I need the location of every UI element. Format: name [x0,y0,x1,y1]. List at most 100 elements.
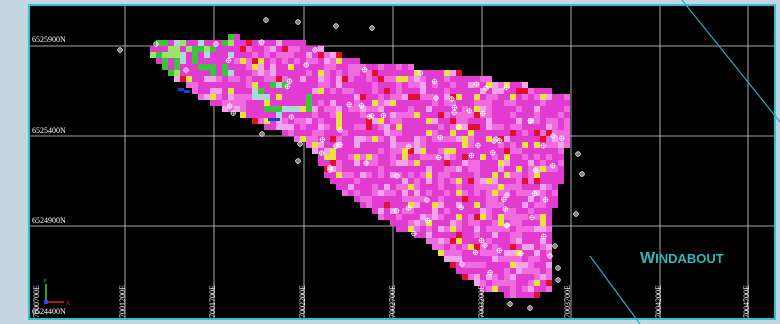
grade-block-1241 [546,202,552,208]
grade-block-1291 [486,214,492,220]
grade-block-1158 [450,190,456,196]
grade-block-1038 [408,172,414,178]
grade-block-349 [348,88,354,94]
grade-block-648 [432,118,438,124]
grade-block-529 [366,106,372,112]
grade-block-640 [384,118,390,124]
grade-block-1258 [462,208,468,214]
grade-block-1117 [420,184,426,190]
grade-block-1197 [480,196,486,202]
grade-block-1414 [522,244,528,250]
grade-block-125 [180,64,186,70]
grade-block-682 [330,124,336,130]
grade-block-537 [414,106,420,112]
grade-block-1463 [492,262,498,268]
grade-block-482 [432,100,438,106]
grade-block-333 [252,88,258,94]
grade-block-395 [270,94,276,100]
grade-block-414 [384,94,390,100]
grade-block-1024 [324,172,330,178]
grade-block-1077 [408,178,414,184]
grade-block-1235 [510,202,516,208]
drill-hole-86 [466,107,473,114]
grade-block-1054 [504,172,510,178]
grade-block-566 [258,112,264,118]
grade-block-933 [504,154,510,160]
grade-block-1094 [510,178,516,184]
grade-block-916 [402,154,408,160]
grade-block-890 [492,148,498,154]
grade-block-1452 [528,256,534,262]
grade-block-475 [390,100,396,106]
grade-block-222 [228,76,234,82]
grade-block-429 [474,94,480,100]
grade-block-174 [228,70,234,76]
grade-block-223 [234,76,240,82]
grade-block-386 [216,94,222,100]
grade-block-1051 [486,172,492,178]
grade-block-667 [546,118,552,124]
grade-block-935 [516,154,522,160]
grade-block-745 [420,130,426,136]
grade-block-16 [240,40,246,46]
grade-block-1494 [492,274,498,280]
grade-block-1033 [378,172,384,178]
grade-block-44 [252,46,258,52]
grade-block-1009 [474,166,480,172]
grade-block-328 [222,88,228,94]
easting-label-7004700: 7004700E [742,285,751,318]
grade-block-312 [462,82,468,88]
grade-block-969 [474,160,480,166]
grade-block-1224 [444,202,450,208]
map-viewport[interactable]: 6525900N 6525400N 6524900N 6524400N 7000… [28,4,776,320]
grade-block-812 [546,136,552,142]
grade-block-1255 [444,208,450,214]
grade-block-526 [348,106,354,112]
grade-block-630 [324,118,330,124]
grade-block-675 [288,124,294,130]
grade-block-59 [168,52,174,58]
grade-block-554 [516,106,522,112]
grade-block-1066 [342,178,348,184]
grade-block-1032 [372,172,378,178]
grade-block-334 [258,88,264,94]
grade-block-726 [306,130,312,136]
drill-hole-74 [542,196,549,203]
grade-block-404 [324,94,330,100]
grade-block-121 [354,58,360,64]
grade-block-303 [408,82,414,88]
grade-block-1080 [426,178,432,184]
grade-block-838 [438,142,444,148]
grade-block-965 [450,160,456,166]
grade-block-1278 [408,214,414,220]
grade-block-74 [258,52,264,58]
grade-block-680 [318,124,324,130]
grade-block-109 [282,58,288,64]
grade-block-317 [492,82,498,88]
grade-block-639 [378,118,384,124]
grade-block-1257 [456,208,462,214]
grade-block-991 [366,166,372,172]
grade-block-1187 [420,196,426,202]
grade-block-753 [468,130,474,136]
grade-block-1437 [546,250,552,256]
grade-block-1128 [486,184,492,190]
easting-label-7003700: 7003700E [563,285,572,318]
grade-block-1239 [534,202,540,208]
grade-block-400 [300,94,306,100]
grade-block-1337 [444,226,450,232]
grade-block-193 [342,70,348,76]
grade-block-1114 [402,184,408,190]
grade-block-467 [342,100,348,106]
grade-block-180 [264,70,270,76]
grade-block-891 [498,148,504,154]
grade-block-1319 [492,220,498,226]
grade-block-82 [306,52,312,58]
grade-block-1130 [498,184,504,190]
grade-block-1303 [396,220,402,226]
grade-block-238 [324,76,330,82]
drill-hole-43 [481,242,488,249]
grade-block-1386 [474,238,480,244]
grade-block-1306 [414,220,420,226]
grade-block-1336 [438,226,444,232]
